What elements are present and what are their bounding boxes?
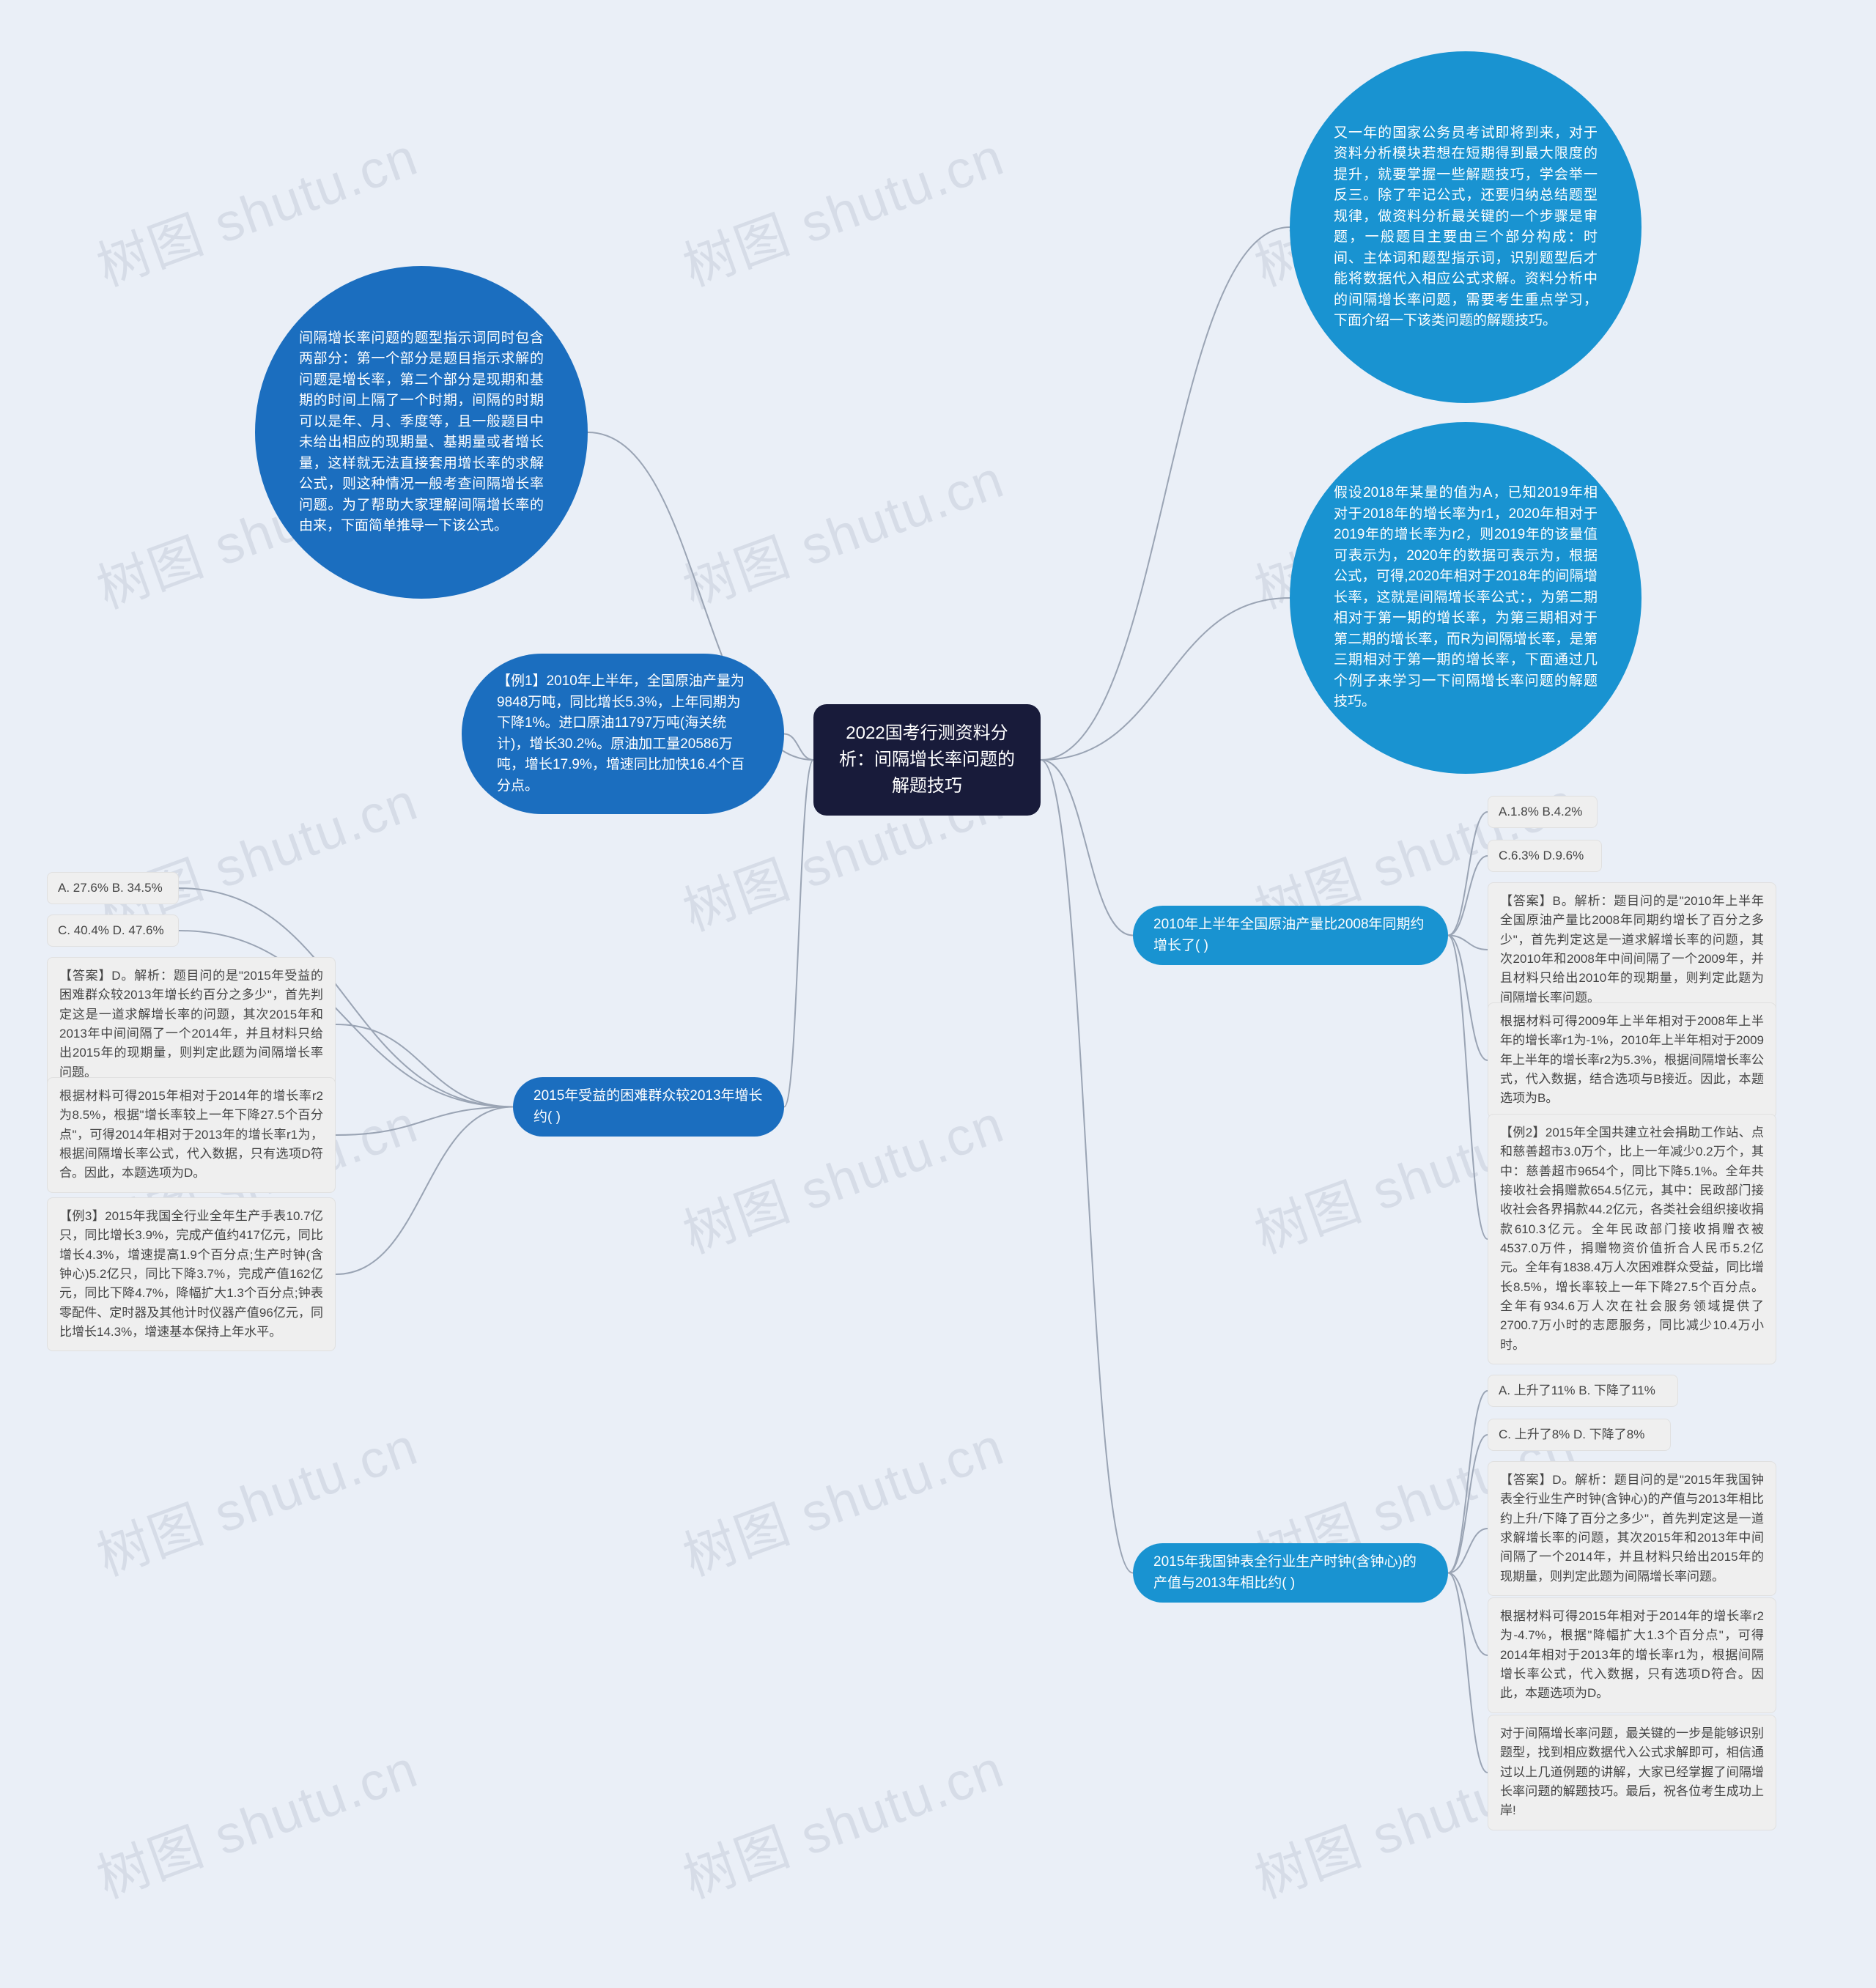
leaf-q1-solution: 根据材料可得2009年上半年相对于2008年上半年的增长率r1为-1%，2010… — [1488, 1002, 1776, 1118]
leaf-text: 【答案】D。解析：题目问的是"2015年我国钟表全行业生产时钟(含钟心)的产值与… — [1500, 1473, 1764, 1584]
leaf-text: 【答案】B。解析：题目问的是"2010年上半年全国原油产量比2008年同期约增长… — [1500, 894, 1764, 1005]
leaf-example-2: 【例2】2015年全国共建立社会捐助工作站、点和慈善超市3.0万个，比上一年减少… — [1488, 1114, 1776, 1364]
leaf-text: A. 27.6% B. 34.5% — [58, 881, 163, 895]
leaf-text: 对于间隔增长率问题，最关键的一步是能够识别题型，找到相应数据代入公式求解即可，相… — [1500, 1726, 1764, 1817]
leaf-q2-solution: 根据材料可得2015年相对于2014年的增长率r2为8.5%，根据"增长率较上一… — [47, 1077, 336, 1193]
node-text: 2015年受益的困难群众较2013年增长约( ) — [533, 1086, 764, 1128]
leaf-text: A.1.8% B.4.2% — [1499, 805, 1582, 819]
mindmap-canvas: 树图 shutu.cn树图 shutu.cn树图 shutu.cn树图 shut… — [0, 0, 1876, 1988]
node-text: 【例1】2010年上半年，全国原油产量为9848万吨，同比增长5.3%，上年同期… — [497, 671, 749, 797]
leaf-q1-option-ab: A.1.8% B.4.2% — [1488, 796, 1598, 828]
node-text: 假设2018年某量的值为A，已知2019年相对于2018年的增长率为r1，202… — [1334, 483, 1598, 713]
leaf-q3-answer: 【答案】D。解析：题目问的是"2015年我国钟表全行业生产时钟(含钟心)的产值与… — [1488, 1461, 1776, 1596]
leaf-text: 【例3】2015年我国全行业全年生产手表10.7亿只，同比增长3.9%，完成产值… — [59, 1209, 323, 1339]
leaf-text: 【答案】D。解析：题目问的是"2015年受益的困难群众较2013年增长约百分之多… — [59, 969, 323, 1079]
leaf-q2-answer: 【答案】D。解析：题目问的是"2015年受益的困难群众较2013年增长约百分之多… — [47, 957, 336, 1092]
node-text: 间隔增长率问题的题型指示词同时包含两部分：第一个部分是题目指示求解的问题是增长率… — [299, 328, 544, 537]
center-topic[interactable]: 2022国考行测资料分析：间隔增长率问题的解题技巧 — [813, 704, 1041, 816]
node-example-1[interactable]: 【例1】2010年上半年，全国原油产量为9848万吨，同比增长5.3%，上年同期… — [462, 654, 784, 814]
leaf-text: C.6.3% D.9.6% — [1499, 849, 1584, 862]
leaf-q3-option-cd: C. 上升了8% D. 下降了8% — [1488, 1419, 1671, 1451]
leaf-q3-solution: 根据材料可得2015年相对于2014年的增长率r2为-4.7%，根据"降幅扩大1… — [1488, 1597, 1776, 1713]
leaf-text: C. 上升了8% D. 下降了8% — [1499, 1427, 1644, 1441]
leaf-q3-option-ab: A. 上升了11% B. 下降了11% — [1488, 1375, 1678, 1407]
node-intro-definition[interactable]: 间隔增长率问题的题型指示词同时包含两部分：第一个部分是题目指示求解的问题是增长率… — [255, 266, 588, 599]
node-question-1[interactable]: 2010年上半年全国原油产量比2008年同期约增长了( ) — [1133, 906, 1448, 965]
leaf-text: 【例2】2015年全国共建立社会捐助工作站、点和慈善超市3.0万个，比上一年减少… — [1500, 1126, 1764, 1352]
leaf-text: 根据材料可得2009年上半年相对于2008年上半年的增长率r1为-1%，2010… — [1500, 1014, 1764, 1105]
node-question-2[interactable]: 2015年受益的困难群众较2013年增长约( ) — [513, 1077, 784, 1137]
node-intro-overview[interactable]: 又一年的国家公务员考试即将到来，对于资料分析模块若想在短期得到最大限度的提升，就… — [1290, 51, 1642, 403]
leaf-example-3: 【例3】2015年我国全行业全年生产手表10.7亿只，同比增长3.9%，完成产值… — [47, 1197, 336, 1351]
leaf-q2-option-ab: A. 27.6% B. 34.5% — [47, 872, 179, 904]
leaf-q1-option-cd: C.6.3% D.9.6% — [1488, 840, 1602, 872]
leaf-q1-answer: 【答案】B。解析：题目问的是"2010年上半年全国原油产量比2008年同期约增长… — [1488, 882, 1776, 1017]
leaf-text: C. 40.4% D. 47.6% — [58, 923, 164, 937]
leaf-text: 根据材料可得2015年相对于2014年的增长率r2为-4.7%，根据"降幅扩大1… — [1500, 1609, 1764, 1700]
node-text: 又一年的国家公务员考试即将到来，对于资料分析模块若想在短期得到最大限度的提升，就… — [1334, 123, 1598, 332]
node-intro-formula[interactable]: 假设2018年某量的值为A，已知2019年相对于2018年的增长率为r1，202… — [1290, 422, 1642, 774]
leaf-text: A. 上升了11% B. 下降了11% — [1499, 1383, 1655, 1397]
leaf-q2-option-cd: C. 40.4% D. 47.6% — [47, 914, 179, 947]
node-text: 2010年上半年全国原油产量比2008年同期约增长了( ) — [1153, 914, 1428, 956]
node-text: 2015年我国钟表全行业生产时钟(含钟心)的产值与2013年相比约( ) — [1153, 1552, 1428, 1594]
center-label: 2022国考行测资料分析：间隔增长率问题的解题技巧 — [832, 720, 1022, 799]
leaf-text: 根据材料可得2015年相对于2014年的增长率r2为8.5%，根据"增长率较上一… — [59, 1089, 323, 1180]
node-question-3[interactable]: 2015年我国钟表全行业生产时钟(含钟心)的产值与2013年相比约( ) — [1133, 1543, 1448, 1603]
leaf-summary: 对于间隔增长率问题，最关键的一步是能够识别题型，找到相应数据代入公式求解即可，相… — [1488, 1715, 1776, 1830]
